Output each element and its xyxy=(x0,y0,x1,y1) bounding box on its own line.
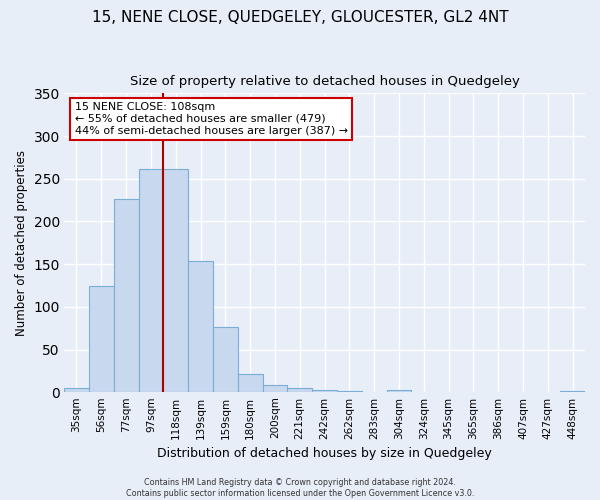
Title: Size of property relative to detached houses in Quedgeley: Size of property relative to detached ho… xyxy=(130,75,520,88)
Bar xyxy=(114,200,139,392)
Text: Contains HM Land Registry data © Crown copyright and database right 2024.
Contai: Contains HM Land Registry data © Crown c… xyxy=(126,478,474,498)
Bar xyxy=(163,170,188,392)
Bar xyxy=(560,390,585,392)
Bar xyxy=(337,390,362,392)
Bar xyxy=(188,261,213,392)
Y-axis label: Number of detached properties: Number of detached properties xyxy=(15,150,28,336)
Bar xyxy=(263,384,287,392)
Bar xyxy=(139,170,163,392)
Bar xyxy=(213,326,238,392)
Bar xyxy=(312,390,337,392)
Bar xyxy=(386,390,412,392)
Bar xyxy=(89,286,114,393)
Text: 15, NENE CLOSE, QUEDGELEY, GLOUCESTER, GL2 4NT: 15, NENE CLOSE, QUEDGELEY, GLOUCESTER, G… xyxy=(92,10,508,25)
Bar xyxy=(238,374,263,392)
Text: 15 NENE CLOSE: 108sqm
← 55% of detached houses are smaller (479)
44% of semi-det: 15 NENE CLOSE: 108sqm ← 55% of detached … xyxy=(74,102,347,136)
Bar xyxy=(287,388,312,392)
X-axis label: Distribution of detached houses by size in Quedgeley: Distribution of detached houses by size … xyxy=(157,447,492,460)
Bar xyxy=(64,388,89,392)
